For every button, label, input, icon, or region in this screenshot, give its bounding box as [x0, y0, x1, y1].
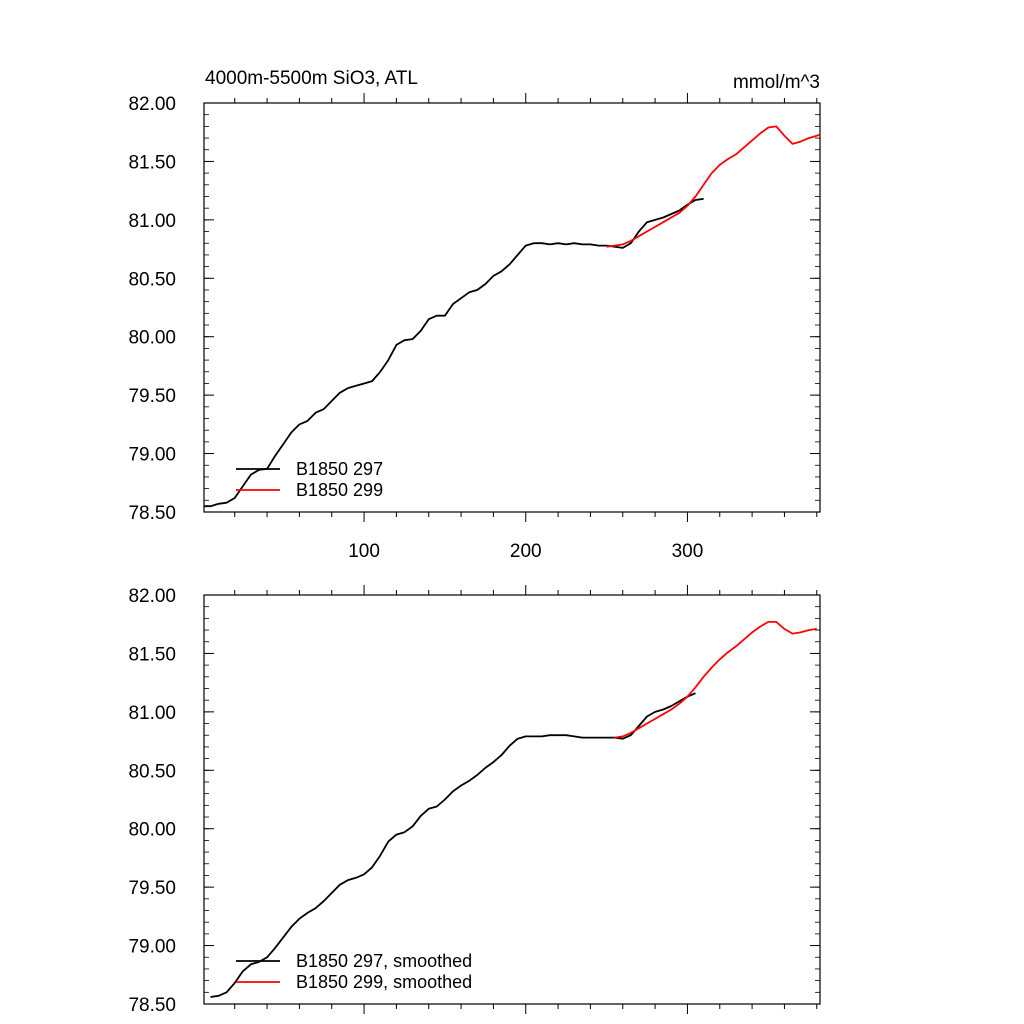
- x-tick-label: 100: [348, 541, 380, 562]
- series-line-1: [614, 621, 817, 739]
- series-line-0: [204, 197, 704, 508]
- legend-label: B1850 297, smoothed: [296, 951, 472, 971]
- y-tick-label: 78.50: [128, 995, 176, 1016]
- y-tick-label: 80.50: [128, 761, 176, 782]
- y-tick-label: 80.00: [128, 328, 176, 349]
- x-tick-label: 300: [672, 541, 704, 562]
- y-tick-label: 80.00: [128, 820, 176, 841]
- y-tick-label: 81.00: [128, 211, 176, 232]
- legend-label: B1850 299, smoothed: [296, 972, 472, 992]
- y-axis: 78.50 79.00 79.50 80.00 80.50 81.00 81.50 82.00: [128, 586, 820, 1016]
- x-axis: 100 200 300: [234, 93, 818, 562]
- y-tick-label: 81.50: [128, 152, 176, 173]
- plot-frame: [203, 594, 821, 1005]
- y-tick-label: 82.00: [128, 94, 176, 115]
- legend-label: B1850 297: [296, 459, 383, 479]
- y-tick-label: 79.50: [128, 386, 176, 407]
- legend-label: B1850 299: [296, 480, 383, 500]
- y-tick-label: 79.00: [128, 445, 176, 466]
- y-tick-label: 79.50: [128, 878, 176, 899]
- top-panel: 4000m-5500m SiO3, ATL mmol/m^3 78.50 79.0…: [128, 68, 821, 562]
- x-tick-label: 200: [510, 541, 542, 562]
- y-axis: 78.50 79.00 79.50 80.00 80.50 81.00 81.50 82.00: [128, 94, 820, 524]
- plot-frame: [203, 102, 821, 513]
- bottom-panel: 78.50 79.00 79.50 80.00 80.50 81.00 81.50 82.00…: [128, 585, 821, 1016]
- series-line-1: [606, 125, 821, 248]
- y-tick-label: 78.50: [128, 503, 176, 524]
- y-tick-label: 80.50: [128, 269, 176, 290]
- y-tick-label: 81.00: [128, 703, 176, 724]
- y-tick-label: 82.00: [128, 586, 176, 607]
- units-label: mmol/m^3: [733, 72, 820, 93]
- y-tick-label: 79.00: [128, 937, 176, 958]
- x-axis: [234, 585, 818, 1014]
- chart-title: 4000m-5500m SiO3, ATL: [205, 68, 418, 89]
- y-tick-label: 81.50: [128, 644, 176, 665]
